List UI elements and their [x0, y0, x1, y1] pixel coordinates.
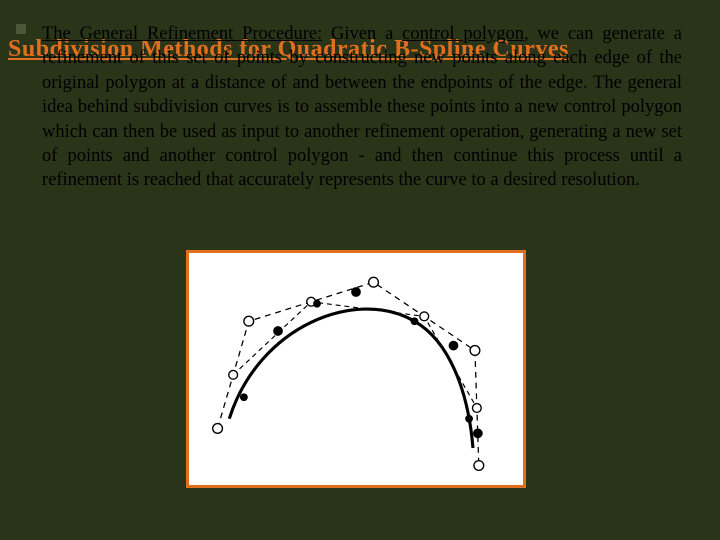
body-part1: Given a [322, 24, 402, 44]
bspline-curve [229, 309, 473, 448]
intro-underlined: The General Refinement Procedure: [42, 24, 322, 44]
bullet-square [16, 24, 26, 34]
curve-dots [240, 300, 472, 422]
body-paragraph: The General Refinement Procedure: Given … [42, 22, 682, 193]
subdivision-diagram [189, 253, 523, 485]
figure-frame [186, 250, 526, 488]
refined-polygon-dashed [233, 302, 477, 408]
control-polygon-underlined: control polygon [402, 24, 524, 44]
body-part2: , we can generate a refinement of this s… [42, 24, 682, 190]
